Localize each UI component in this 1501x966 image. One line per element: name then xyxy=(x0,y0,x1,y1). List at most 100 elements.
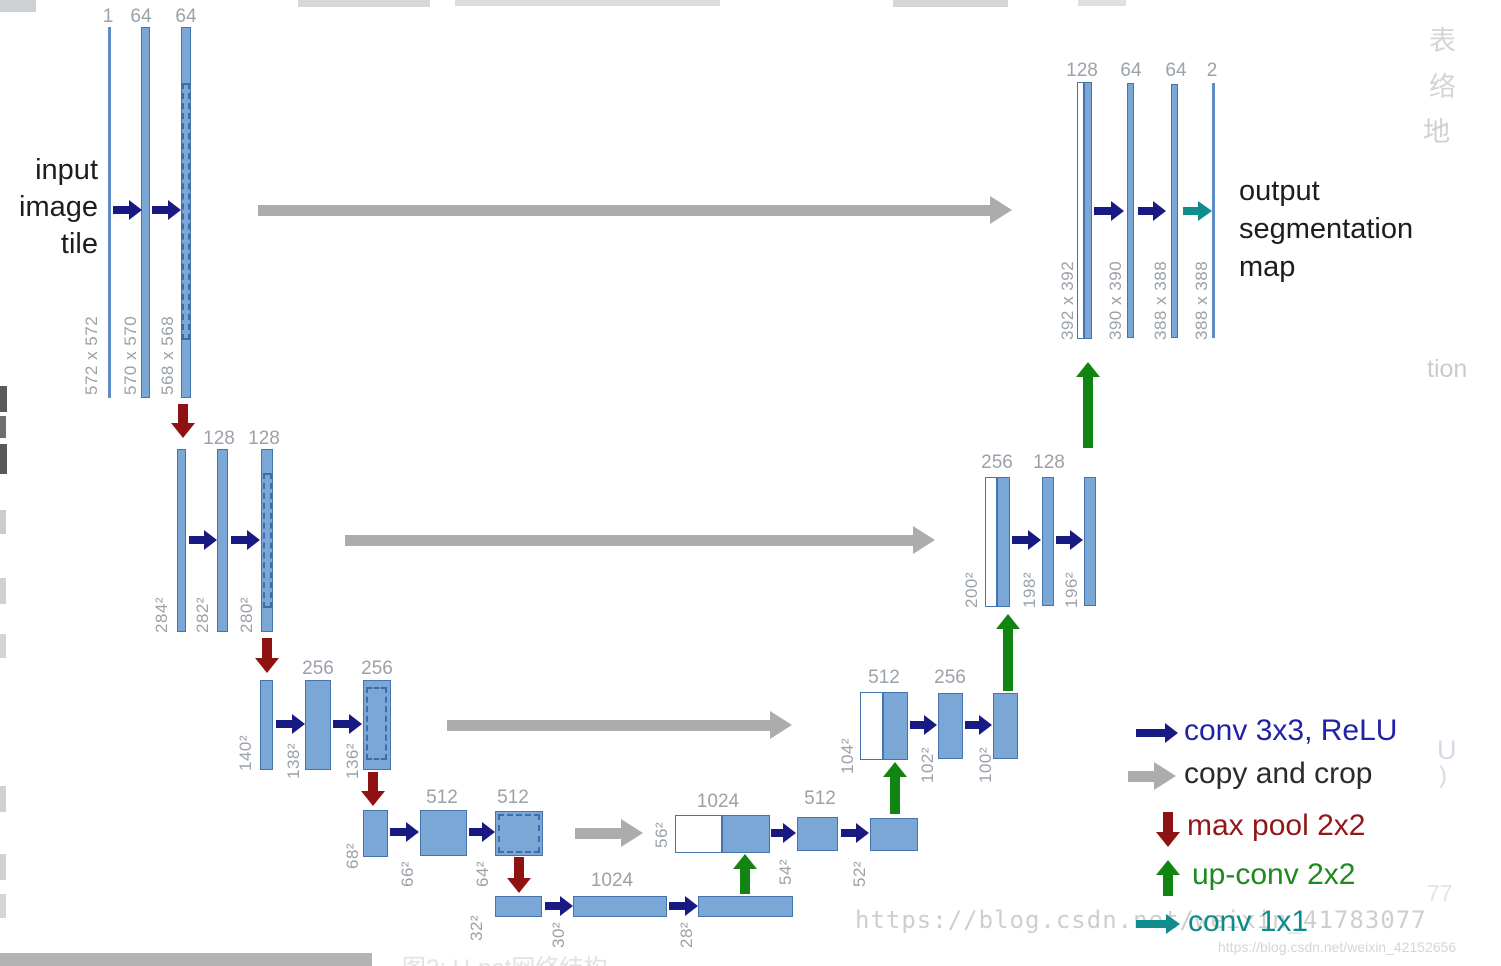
feature-map-bar xyxy=(797,817,838,851)
feature-map-bar xyxy=(1077,82,1084,339)
copy-crop-arrow-icon xyxy=(447,711,792,739)
feature-map-bar xyxy=(495,811,543,856)
feature-map-bar xyxy=(141,27,150,398)
channel-count-label: 512 xyxy=(426,787,458,808)
arrow-shaft xyxy=(669,902,687,910)
feature-map-bar xyxy=(1084,82,1092,339)
arrow-head xyxy=(349,714,362,734)
crop-region-overlay xyxy=(182,83,190,340)
arrow-head xyxy=(292,714,305,734)
conv3x3-arrow-icon xyxy=(152,200,181,220)
feature-map-bar xyxy=(698,896,793,917)
arrow-shaft xyxy=(1083,375,1093,448)
feature-map-bar xyxy=(997,477,1010,607)
feature-map-bar xyxy=(1042,477,1054,606)
conv1x1-arrow-icon xyxy=(1136,913,1180,935)
arrow-head xyxy=(1070,530,1083,550)
arrow-head xyxy=(506,878,531,893)
feature-map-bar xyxy=(870,818,918,851)
arrow-head xyxy=(783,823,796,843)
tensor-size-label: 198² xyxy=(1020,571,1039,608)
tensor-size-label: 280² xyxy=(237,596,256,633)
legend-label-copycrop: copy and crop xyxy=(1184,757,1373,790)
upconv-arrow-icon xyxy=(995,614,1021,691)
feature-map-bar xyxy=(985,477,997,607)
channel-count-label: 256 xyxy=(934,667,966,688)
conv3x3-arrow-icon xyxy=(189,530,217,550)
arrow-head xyxy=(254,658,279,673)
arrow-shaft xyxy=(1003,627,1013,691)
feature-map-bar xyxy=(1084,477,1096,606)
figure-caption: 图2: U-net网络结构 xyxy=(402,948,607,966)
channel-count-label: 64 xyxy=(1120,60,1142,81)
conv3x3-arrow-icon xyxy=(276,714,305,734)
channel-count-label: 256 xyxy=(981,452,1013,473)
feature-map-bar xyxy=(675,815,722,853)
tensor-size-label: 52² xyxy=(850,860,869,887)
channel-count-label: 64 xyxy=(130,6,152,27)
arrow-head xyxy=(621,819,643,847)
channel-count-label: 512 xyxy=(497,787,529,808)
arrow-shaft xyxy=(1183,207,1200,215)
upconv-arrow-icon xyxy=(732,854,758,894)
arrow-head xyxy=(1028,530,1041,550)
tensor-size-label: 196² xyxy=(1062,571,1081,608)
ui-band-fragment xyxy=(455,0,720,6)
arrow-shaft xyxy=(262,638,272,660)
arrow-shaft xyxy=(1128,770,1156,782)
tensor-size-label: 64² xyxy=(473,860,492,887)
arrow-head xyxy=(129,200,142,220)
arrow-head xyxy=(1111,201,1124,221)
arrow-head xyxy=(979,715,992,735)
arrow-shaft xyxy=(910,721,926,729)
copy-crop-arrow-icon xyxy=(575,819,643,847)
crop-region-overlay xyxy=(498,814,540,853)
conv3x3-arrow-icon xyxy=(231,530,260,550)
tensor-size-label: 104² xyxy=(838,737,857,774)
channel-count-label: 256 xyxy=(361,658,393,679)
legend-label-upconv: up-conv 2x2 xyxy=(1192,858,1356,891)
arrow-head xyxy=(168,200,181,220)
tensor-size-label: 140² xyxy=(236,734,255,771)
tensor-size-label: 570 x 570 xyxy=(121,315,140,395)
conv3x3-arrow-icon xyxy=(841,823,869,843)
arrow-head xyxy=(1075,362,1100,377)
conv3x3-arrow-icon xyxy=(113,200,142,220)
tensor-size-label: 568 x 568 xyxy=(158,315,177,395)
arrow-head xyxy=(732,854,757,869)
conv3x3-arrow-icon xyxy=(1094,201,1124,221)
arrow-shaft xyxy=(368,772,378,793)
conv3x3-arrow-icon xyxy=(1012,530,1041,550)
maxpool-arrow-icon xyxy=(506,857,532,893)
arrow-shaft xyxy=(1012,536,1030,544)
conv3x3-arrow-icon xyxy=(333,714,362,734)
arrow-shaft xyxy=(1163,812,1173,834)
tensor-size-label: 68² xyxy=(343,842,362,869)
tensor-size-label: 282² xyxy=(193,596,212,633)
ui-band-fragment xyxy=(0,634,6,658)
input-tile-label-line: tile xyxy=(60,228,98,260)
feature-map-bar xyxy=(108,27,111,398)
arrow-head xyxy=(360,791,385,806)
ui-band-fragment xyxy=(298,0,430,7)
arrow-head xyxy=(1153,201,1166,221)
arrow-shaft xyxy=(740,867,750,894)
input-tile-label-line: input xyxy=(35,154,98,186)
edge-text-fragment: U xyxy=(1437,735,1457,765)
feature-map-bar xyxy=(217,449,228,632)
output-map-label-line: output xyxy=(1239,175,1320,207)
maxpool-arrow-icon xyxy=(170,404,196,438)
arrow-shaft xyxy=(447,719,772,731)
maxpool-arrow-icon xyxy=(360,772,386,806)
ui-band-fragment xyxy=(0,0,36,12)
conv3x3-arrow-icon xyxy=(1138,201,1166,221)
channel-count-label: 1 xyxy=(102,6,114,27)
tensor-size-label: 102² xyxy=(918,746,937,783)
crop-region-overlay xyxy=(366,687,387,760)
channel-count-label: 2 xyxy=(1206,60,1218,81)
arrow-shaft xyxy=(152,206,170,214)
output-map-label-line: map xyxy=(1239,251,1296,283)
ui-band-fragment xyxy=(0,416,6,438)
ui-band-fragment xyxy=(1078,0,1126,6)
